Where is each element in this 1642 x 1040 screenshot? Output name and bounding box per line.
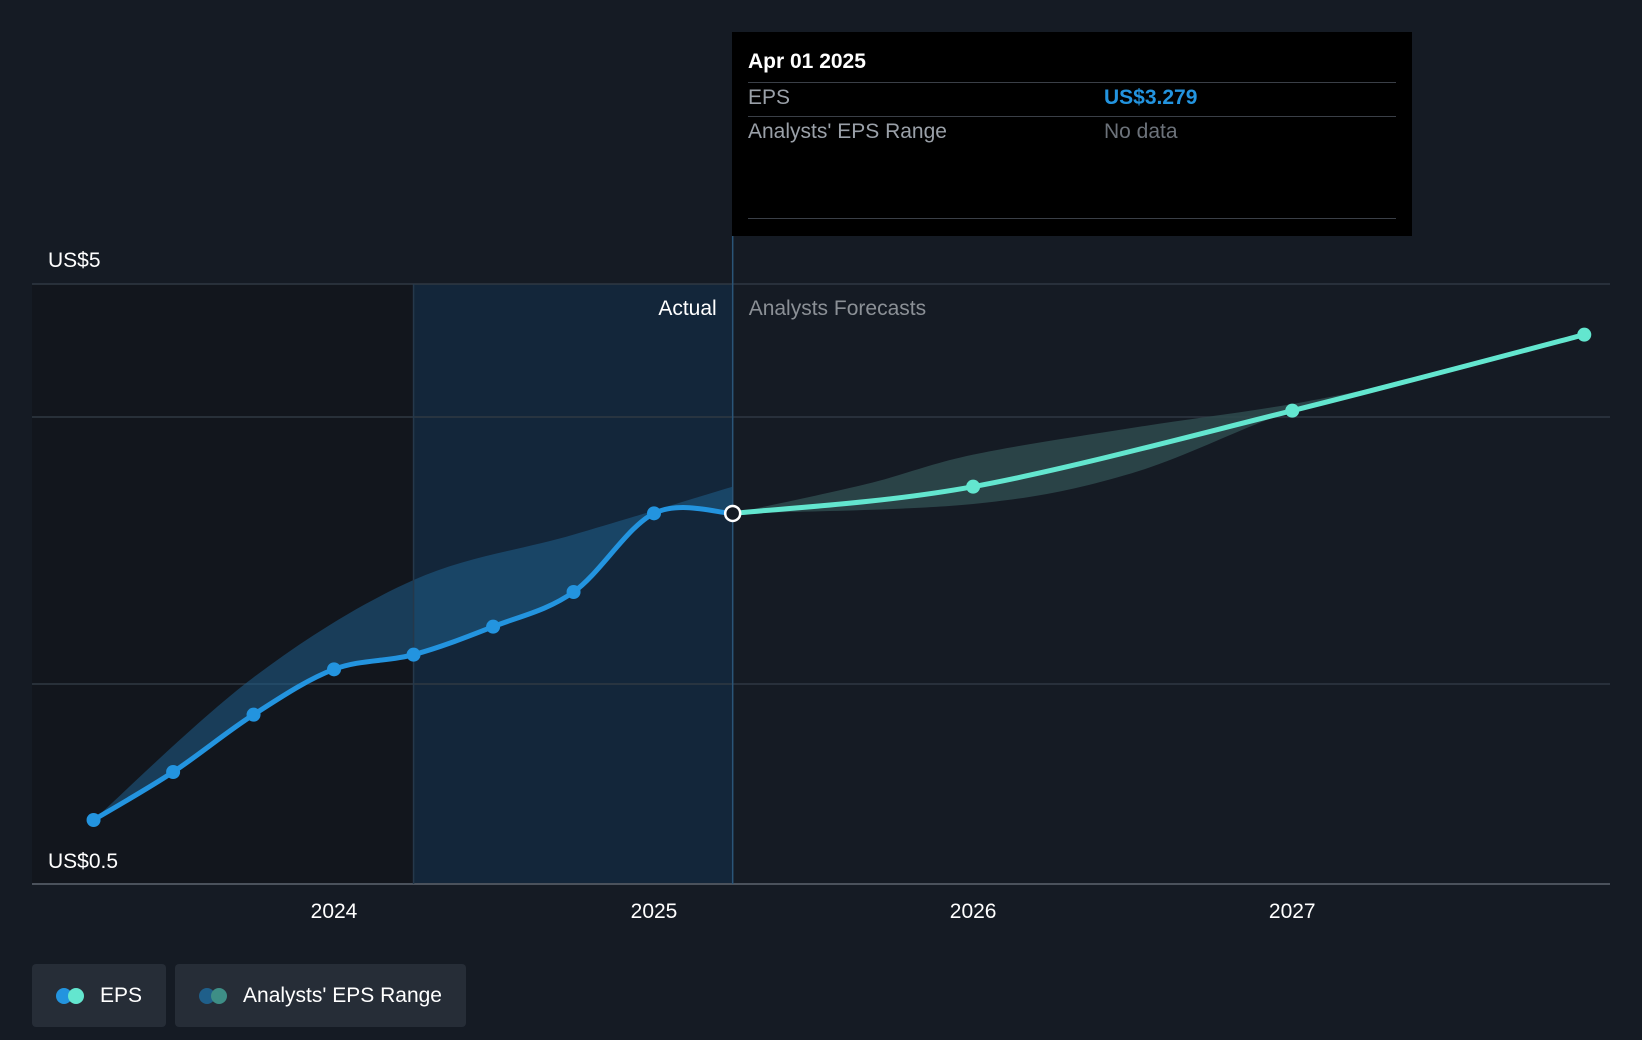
legend: EPS Analysts' EPS Range xyxy=(32,964,466,1027)
legend-item-eps-range[interactable]: Analysts' EPS Range xyxy=(175,964,466,1027)
legend-item-eps[interactable]: EPS xyxy=(32,964,167,1027)
actual-section-label: Actual xyxy=(658,297,716,320)
eps-actual-point xyxy=(246,707,261,722)
tooltip-range-value: No data xyxy=(1104,120,1178,143)
tooltip: Apr 01 2025 EPS US$3.279 Analysts' EPS R… xyxy=(732,32,1412,236)
eps-actual-point xyxy=(327,662,341,677)
eps-actual-point xyxy=(566,585,581,599)
two-dot-icon xyxy=(199,987,231,1004)
x-tick-label: 2024 xyxy=(311,900,358,923)
tooltip-range-label: Analysts' EPS Range xyxy=(748,120,947,143)
forecast-section-label: Analysts Forecasts xyxy=(749,297,926,320)
grid xyxy=(32,283,1610,885)
past-shade xyxy=(32,284,414,884)
x-tick-label: 2025 xyxy=(631,900,678,923)
tooltip-eps-value: US$3.279 xyxy=(1104,86,1198,109)
legend-label-eps-range: Analysts' EPS Range xyxy=(243,983,442,1007)
x-tick-label: 2026 xyxy=(950,900,997,923)
tooltip-divider xyxy=(748,116,1396,117)
eps-forecast-point xyxy=(966,479,981,494)
eps-points xyxy=(86,327,1592,827)
tooltip-divider xyxy=(748,82,1396,83)
x-tick-label: 2027 xyxy=(1269,900,1316,923)
tooltip-divider xyxy=(748,218,1396,219)
two-dot-icon xyxy=(56,987,88,1004)
legend-label-eps: EPS xyxy=(100,983,143,1007)
y-label-top: US$5 xyxy=(48,249,101,272)
axis-labels: US$5 US$0.5 2024 2025 2026 2027 xyxy=(48,249,1316,923)
eps-forecast-line xyxy=(730,332,1587,516)
eps-forecast-point xyxy=(1577,327,1592,342)
eps-forecast-point xyxy=(1285,403,1300,418)
tooltip-date: Apr 01 2025 xyxy=(748,50,866,73)
eps-actual-point xyxy=(86,813,101,827)
analysts-eps-range-band xyxy=(732,377,1425,514)
eps-actual-point xyxy=(647,506,661,521)
eps-actual-point xyxy=(486,619,501,634)
tooltip-eps-label: EPS xyxy=(748,86,791,109)
y-label-bottom: US$0.5 xyxy=(48,850,118,873)
current-eps-point xyxy=(723,504,742,523)
eps-actual-point xyxy=(166,765,181,779)
eps-actual-point xyxy=(406,647,421,662)
